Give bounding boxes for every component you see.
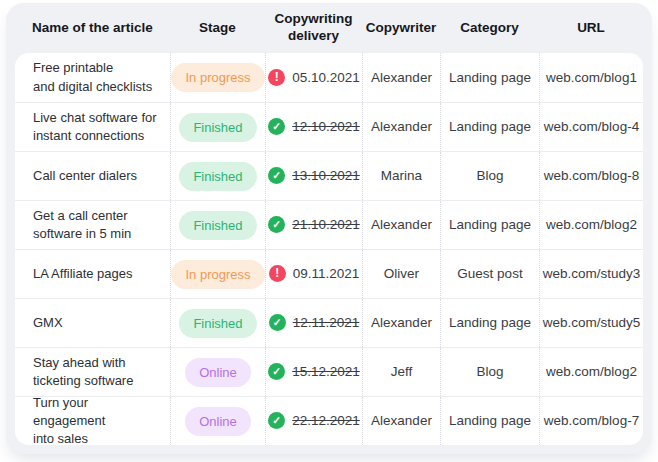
delivery-date: 22.12.2021: [292, 412, 360, 430]
category-cell: Landing page: [440, 299, 539, 347]
column-header-stage: Stage: [170, 20, 265, 37]
delivery-status: 22.12.2021: [268, 412, 360, 430]
delivery-status: 13.10.2021: [268, 167, 360, 185]
article-name-cell: LA Affiliate pages: [15, 250, 170, 298]
delivery-cell: 12.10.2021: [265, 103, 362, 151]
delivery-cell: 21.10.2021: [265, 201, 362, 249]
status-icon: [268, 69, 285, 86]
delivery-date: 12.10.2021: [292, 118, 360, 136]
category-cell: Landing page: [440, 201, 539, 249]
copywriter-cell: Alexander: [362, 201, 440, 249]
stage-cell: Finished: [170, 201, 265, 249]
status-icon: [269, 314, 286, 331]
delivery-cell: 12.11.2021: [265, 299, 362, 347]
url-link[interactable]: web.com/study5: [539, 299, 643, 347]
url-link[interactable]: web.com/blog2: [539, 348, 643, 396]
category-cell: Guest post: [440, 250, 539, 298]
delivery-cell: 09.11.2021: [265, 250, 362, 298]
category-cell: Blog: [440, 152, 539, 200]
status-icon: [268, 118, 285, 135]
copywriter-cell: Alexander: [362, 299, 440, 347]
article-name-cell: Call center dialers: [15, 152, 170, 200]
category-cell: Landing page: [440, 53, 539, 102]
stage-cell: Finished: [170, 299, 265, 347]
delivery-date: 13.10.2021: [292, 167, 360, 185]
copywriter-cell: Alexander: [362, 397, 440, 445]
table-row: Live chat software for instant connectio…: [15, 102, 643, 151]
url-link[interactable]: web.com/blog2: [539, 201, 643, 249]
stage-cell: Finished: [170, 103, 265, 151]
table-row: Free printable and digital checklists In…: [15, 53, 643, 102]
article-name-cell: Get a call center software in 5 min: [15, 201, 170, 249]
column-header-copywriter: Copywriter: [362, 20, 440, 37]
copywriter-cell: Alexander: [362, 103, 440, 151]
delivery-status: 12.10.2021: [268, 118, 360, 136]
stage-badge: Online: [185, 407, 251, 436]
delivery-cell: 22.12.2021: [265, 397, 362, 445]
stage-badge: Finished: [179, 162, 256, 191]
table-header-row: Name of the article Stage Copywriting de…: [6, 3, 652, 53]
url-link[interactable]: web.com/blog1: [539, 53, 643, 102]
article-name-cell: Turn your engagement into sales: [15, 397, 170, 445]
table-row: Stay ahead with ticketing software Onlin…: [15, 347, 643, 396]
table-row: Call center dialers Finished 13.10.2021 …: [15, 151, 643, 200]
status-icon: [268, 167, 285, 184]
article-name-cell: Stay ahead with ticketing software: [15, 348, 170, 396]
stage-cell: Finished: [170, 152, 265, 200]
delivery-cell: 05.10.2021: [265, 53, 362, 102]
stage-badge: In progress: [171, 260, 264, 289]
column-header-category: Category: [440, 20, 539, 37]
url-link[interactable]: web.com/blog-7: [539, 397, 643, 445]
article-name-cell: Free printable and digital checklists: [15, 53, 170, 102]
delivery-cell: 13.10.2021: [265, 152, 362, 200]
delivery-status: 15.12.2021: [268, 363, 360, 381]
stage-badge: In progress: [171, 63, 264, 92]
category-cell: Landing page: [440, 397, 539, 445]
delivery-status: 09.11.2021: [269, 265, 360, 283]
delivery-date: 09.11.2021: [293, 265, 360, 283]
stage-badge: Finished: [179, 309, 256, 338]
copywriter-cell: Alexander: [362, 53, 440, 102]
stage-cell: In progress: [170, 250, 265, 298]
article-name-cell: GMX: [15, 299, 170, 347]
delivery-status: 21.10.2021: [268, 216, 360, 234]
table-row: Turn your engagement into sales Online 2…: [15, 396, 643, 445]
delivery-cell: 15.12.2021: [265, 348, 362, 396]
column-header-name: Name of the article: [15, 20, 170, 37]
status-icon: [268, 412, 285, 429]
stage-cell: Online: [170, 397, 265, 445]
column-header-delivery: Copywriting delivery: [265, 11, 362, 45]
delivery-date: 21.10.2021: [292, 216, 360, 234]
table-body: Free printable and digital checklists In…: [15, 53, 643, 445]
url-link[interactable]: web.com/blog-8: [539, 152, 643, 200]
stage-badge: Finished: [179, 211, 256, 240]
stage-badge: Finished: [179, 113, 256, 142]
status-icon: [269, 265, 286, 282]
table-row: LA Affiliate pages In progress 09.11.202…: [15, 249, 643, 298]
table-row: GMX Finished 12.11.2021 Alexander Landin…: [15, 298, 643, 347]
delivery-status: 05.10.2021: [268, 69, 360, 87]
category-cell: Blog: [440, 348, 539, 396]
url-link[interactable]: web.com/blog-4: [539, 103, 643, 151]
stage-badge: Online: [185, 358, 251, 387]
status-icon: [268, 216, 285, 233]
delivery-date: 12.11.2021: [293, 314, 360, 332]
delivery-status: 12.11.2021: [269, 314, 360, 332]
url-link[interactable]: web.com/study3: [539, 250, 643, 298]
delivery-date: 05.10.2021: [292, 69, 360, 87]
article-name-cell: Live chat software for instant connectio…: [15, 103, 170, 151]
stage-cell: Online: [170, 348, 265, 396]
content-plan-card: Name of the article Stage Copywriting de…: [6, 3, 652, 454]
copywriter-cell: Jeff: [362, 348, 440, 396]
copywriter-cell: Oliver: [362, 250, 440, 298]
stage-cell: In progress: [170, 53, 265, 102]
status-icon: [268, 363, 285, 380]
column-header-url: URL: [539, 20, 643, 37]
category-cell: Landing page: [440, 103, 539, 151]
copywriter-cell: Marina: [362, 152, 440, 200]
table-row: Get a call center software in 5 min Fini…: [15, 200, 643, 249]
delivery-date: 15.12.2021: [292, 363, 360, 381]
